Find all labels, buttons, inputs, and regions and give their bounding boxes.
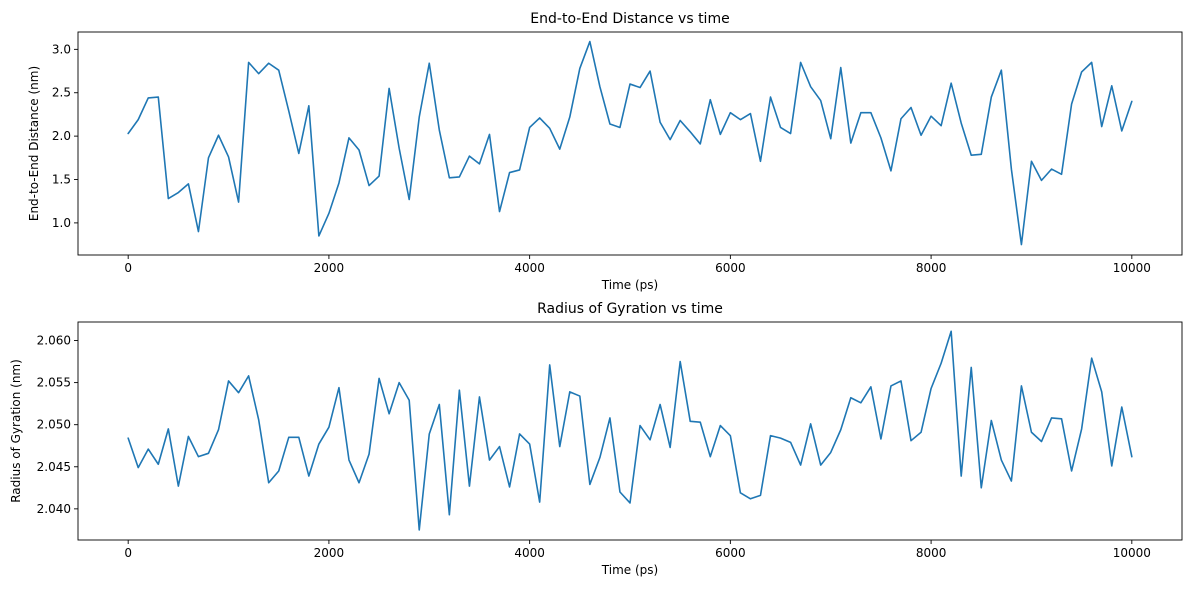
x-tick-label: 8000 [916,261,947,275]
y-tick-label: 3.0 [52,42,71,56]
plot-frame [77,31,1183,256]
y-tick-label: 2.040 [37,502,71,516]
data-line [127,330,1133,531]
y-tick-label: 2.0 [52,129,71,143]
data-line [127,40,1133,246]
radius-of-gyration-chart: 0 2000 4000 6000 8000 10000 2.040 2.045 2.050 2.0… [9,301,1183,577]
y-axis-label: Radius of Gyration (nm) [9,359,23,503]
y-tick-label: 2.5 [52,86,71,100]
x-axis-label: Time (ps) [601,563,658,577]
chart-title: End-to-End Distance vs time [530,11,729,27]
y-tick-label: 2.055 [37,376,71,390]
x-tick-label: 0 [124,261,132,275]
y-tick-label: 2.050 [37,418,71,432]
x-axis-label: Time (ps) [601,278,658,292]
x-tick-label: 0 [124,546,132,560]
y-tick-label: 2.060 [37,334,71,348]
y-tick-label: 1.5 [52,173,71,187]
x-tick-label: 4000 [514,261,545,275]
x-tick-label: 10000 [1113,546,1151,560]
x-tick-label: 6000 [715,546,746,560]
y-tick-label: 1.0 [52,216,71,230]
chart-title: Radius of Gyration vs time [537,301,723,317]
x-tick-label: 2000 [314,261,345,275]
y-axis-label: End-to-End Distance (nm) [27,66,41,221]
y-tick-label: 2.045 [37,460,71,474]
x-tick-label: 2000 [314,546,345,560]
x-tick-label: 8000 [916,546,947,560]
x-tick-label: 10000 [1113,261,1151,275]
plot-frame [77,321,1183,541]
x-tick-label: 6000 [715,261,746,275]
end-to-end-distance-chart: 0 2000 4000 6000 8000 10000 1.0 1.5 2.0 2.5 3.0 End… [27,11,1183,292]
x-tick-label: 4000 [514,546,545,560]
